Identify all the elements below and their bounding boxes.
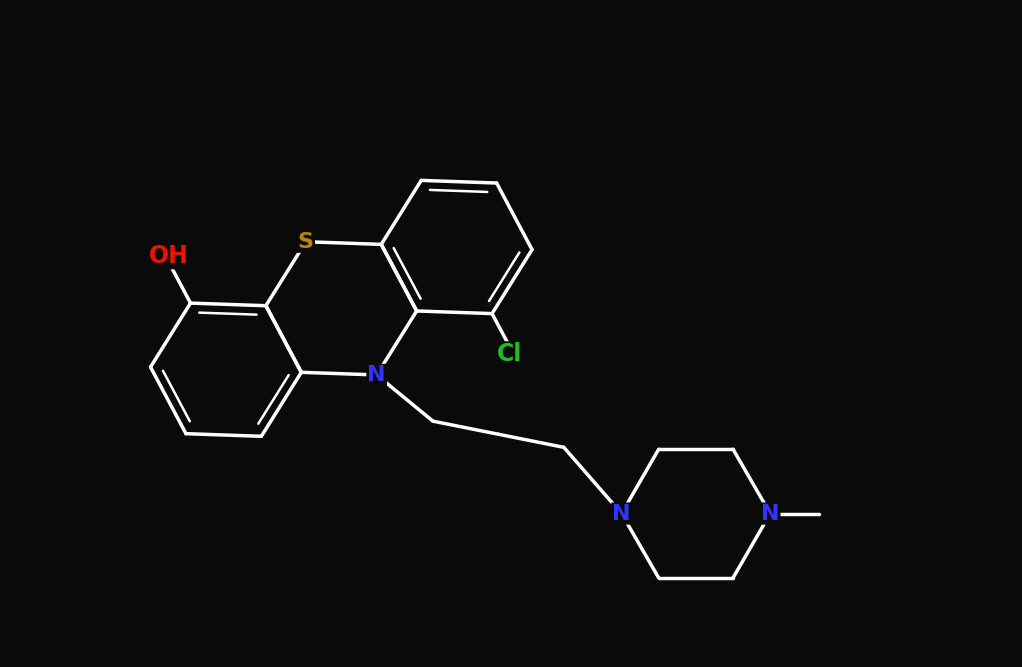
Text: OH: OH <box>149 244 189 268</box>
Text: Cl: Cl <box>498 342 522 366</box>
Text: S: S <box>297 231 314 251</box>
Text: N: N <box>761 504 780 524</box>
Text: N: N <box>368 365 386 385</box>
Text: N: N <box>612 504 631 524</box>
